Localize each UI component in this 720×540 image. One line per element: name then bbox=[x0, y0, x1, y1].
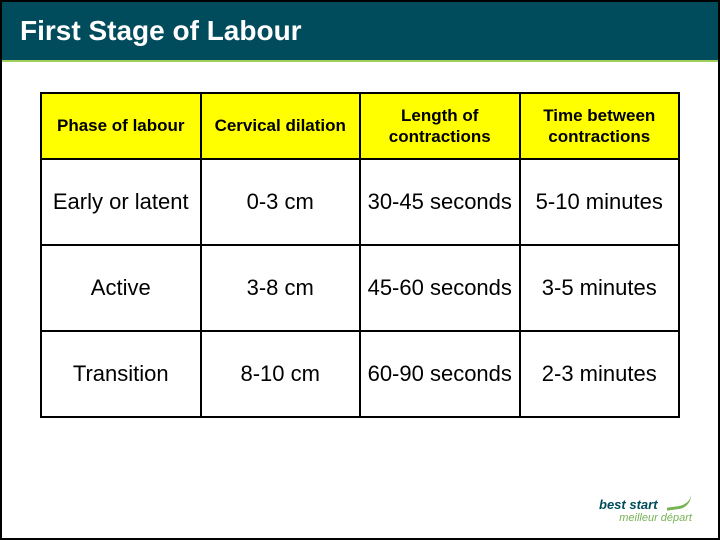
cell-dilation: 8-10 cm bbox=[201, 331, 361, 417]
best-start-logo: best start meilleur départ bbox=[599, 497, 692, 524]
swoosh-icon bbox=[665, 493, 693, 510]
cell-phase: Early or latent bbox=[41, 159, 201, 245]
table-container: Phase of labour Cervical dilation Length… bbox=[2, 62, 718, 418]
col-header-phase: Phase of labour bbox=[41, 93, 201, 159]
cell-dilation: 3-8 cm bbox=[201, 245, 361, 331]
col-header-length: Length of contractions bbox=[360, 93, 520, 159]
cell-dilation: 0-3 cm bbox=[201, 159, 361, 245]
logo-line2: meilleur départ bbox=[599, 513, 692, 524]
cell-length: 30-45 seconds bbox=[360, 159, 520, 245]
cell-phase: Transition bbox=[41, 331, 201, 417]
col-header-dilation: Cervical dilation bbox=[201, 93, 361, 159]
labour-stages-table: Phase of labour Cervical dilation Length… bbox=[40, 92, 680, 418]
table-header-row: Phase of labour Cervical dilation Length… bbox=[41, 93, 679, 159]
table-row: Transition 8-10 cm 60-90 seconds 2-3 min… bbox=[41, 331, 679, 417]
cell-phase: Active bbox=[41, 245, 201, 331]
table-row: Active 3-8 cm 45-60 seconds 3-5 minutes bbox=[41, 245, 679, 331]
cell-length: 45-60 seconds bbox=[360, 245, 520, 331]
table-row: Early or latent 0-3 cm 30-45 seconds 5-1… bbox=[41, 159, 679, 245]
page-title: First Stage of Labour bbox=[20, 15, 302, 47]
cell-interval: 5-10 minutes bbox=[520, 159, 680, 245]
slide: First Stage of Labour Phase of labour Ce… bbox=[0, 0, 720, 540]
col-header-interval: Time between contractions bbox=[520, 93, 680, 159]
title-bar: First Stage of Labour bbox=[2, 2, 718, 62]
cell-length: 60-90 seconds bbox=[360, 331, 520, 417]
logo-line1: best start bbox=[599, 497, 658, 512]
cell-interval: 2-3 minutes bbox=[520, 331, 680, 417]
cell-interval: 3-5 minutes bbox=[520, 245, 680, 331]
